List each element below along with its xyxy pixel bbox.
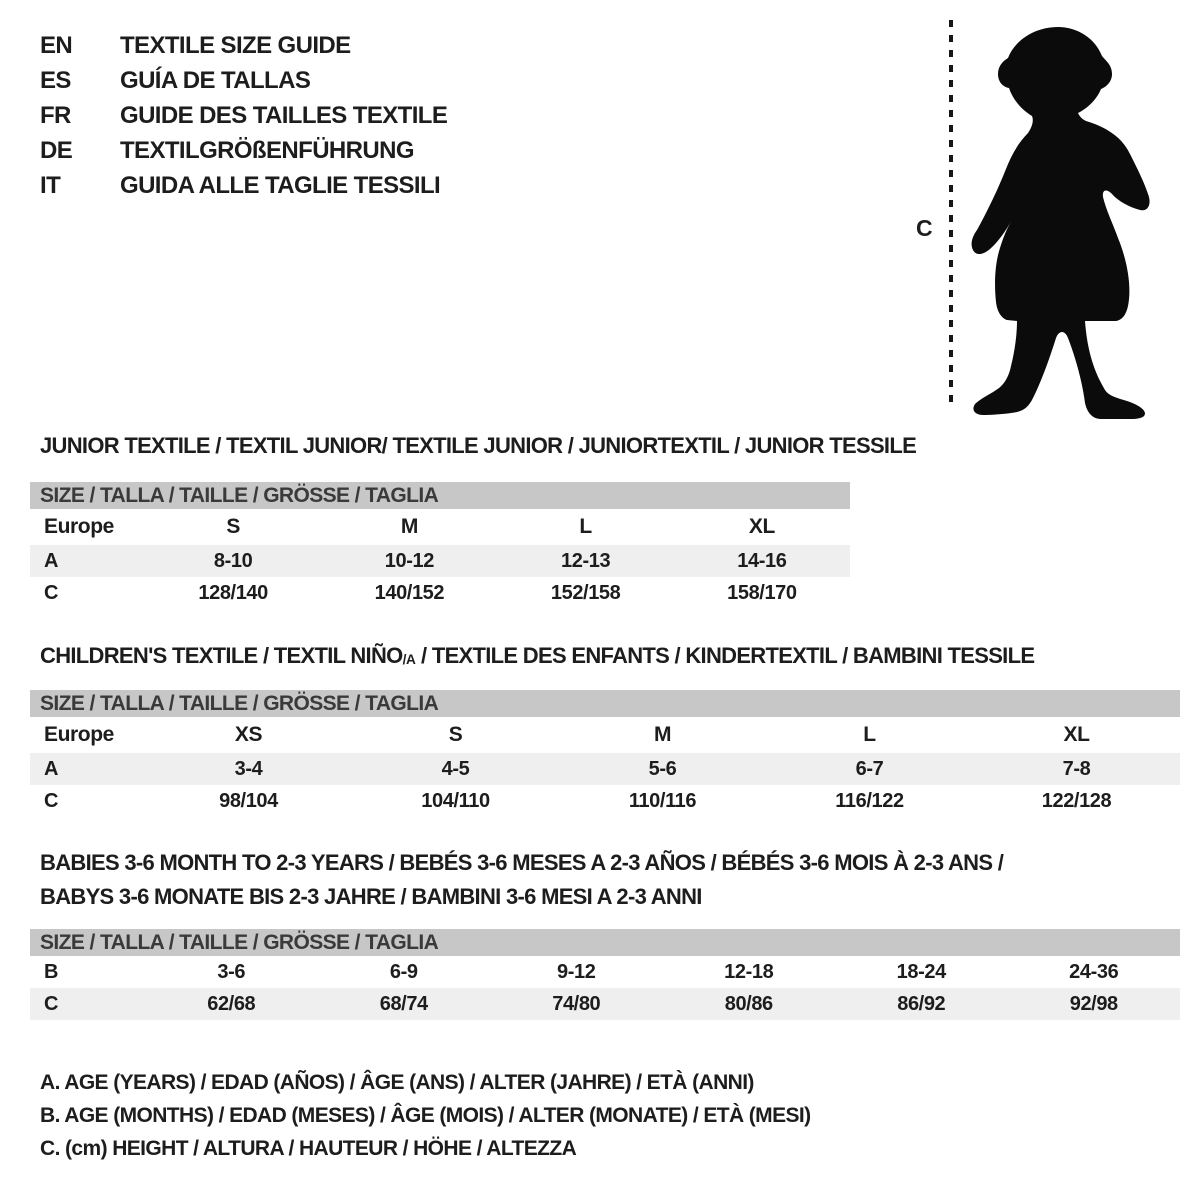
children-size-xs: XS bbox=[234, 723, 263, 746]
babies-height-value: 92/98 bbox=[1069, 993, 1118, 1015]
junior-size-xl: XL bbox=[748, 515, 775, 538]
junior-size-s: S bbox=[226, 515, 240, 538]
babies-section-title-line1: BABIES 3-6 MONTH TO 2-3 YEARS / BEBÉS 3-… bbox=[40, 850, 1004, 875]
babies-age-value: 9-12 bbox=[557, 961, 596, 983]
children-height-value: 122/128 bbox=[1041, 790, 1112, 812]
children-region-label: Europe bbox=[44, 723, 114, 746]
children-size-s: S bbox=[448, 723, 463, 746]
junior-height-value: 152/158 bbox=[550, 582, 621, 604]
babies-height-row: C 62/68 68/74 74/80 80/86 86/92 92/98 bbox=[30, 988, 1180, 1020]
junior-age-row: A 8-10 10-12 12-13 14-16 bbox=[30, 545, 850, 577]
lang-label-es: GUÍA DE TALLAS bbox=[120, 67, 311, 94]
babies-age-row-label: B bbox=[44, 961, 59, 983]
babies-height-value: 86/92 bbox=[897, 993, 946, 1015]
junior-size-m: M bbox=[400, 515, 418, 538]
babies-height-row-label: C bbox=[44, 993, 59, 1015]
babies-age-value: 12-18 bbox=[724, 961, 774, 983]
babies-height-value: 62/68 bbox=[207, 993, 256, 1015]
lang-code-en: EN bbox=[40, 32, 73, 59]
babies-size-header-bar: SIZE / TALLA / TAILLE / GRÖSSE / TAGLIA bbox=[30, 929, 1180, 956]
babies-age-value: 6-9 bbox=[389, 961, 418, 983]
children-size-row: Europe XS S M L XL bbox=[30, 717, 1180, 753]
children-age-value: 4-5 bbox=[441, 758, 470, 780]
children-age-value: 6-7 bbox=[855, 758, 884, 780]
junior-size-header-bar: SIZE / TALLA / TAILLE / GRÖSSE / TAGLIA bbox=[30, 482, 850, 509]
junior-age-row-label: A bbox=[44, 550, 59, 572]
children-height-row-label: C bbox=[44, 790, 59, 812]
junior-age-value: 8-10 bbox=[213, 550, 253, 572]
babies-age-value: 24-36 bbox=[1069, 961, 1119, 983]
junior-size-table: SIZE / TALLA / TAILLE / GRÖSSE / TAGLIA … bbox=[30, 482, 850, 609]
legend-line-b: B. AGE (MONTHS) / EDAD (MESES) / ÂGE (MO… bbox=[40, 1104, 811, 1127]
babies-size-table: SIZE / TALLA / TAILLE / GRÖSSE / TAGLIA … bbox=[30, 929, 1180, 1020]
lang-code-fr: FR bbox=[40, 102, 71, 129]
children-age-row-label: A bbox=[44, 758, 59, 780]
babies-age-value: 3-6 bbox=[217, 961, 246, 983]
babies-age-row: B 3-6 6-9 9-12 12-18 18-24 24-36 bbox=[30, 956, 1180, 988]
children-size-table: SIZE / TALLA / TAILLE / GRÖSSE / TAGLIA … bbox=[30, 690, 1180, 817]
junior-height-row: C 128/140 140/152 152/158 158/170 bbox=[30, 577, 850, 609]
children-section-title: CHILDREN'S TEXTILE / TEXTIL NIÑO/A / TEX… bbox=[40, 643, 1035, 669]
measure-legend: A. AGE (YEARS) / EDAD (AÑOS) / ÂGE (ANS)… bbox=[40, 1066, 811, 1165]
children-title-suffix: / TEXTILE DES ENFANTS / KINDERTEXTIL / B… bbox=[415, 643, 1035, 668]
children-size-l: L bbox=[863, 723, 876, 746]
children-age-value: 7-8 bbox=[1062, 758, 1091, 780]
lang-label-de: TEXTILGRÖßENFÜHRUNG bbox=[120, 137, 415, 164]
legend-line-c: C. (cm) HEIGHT / ALTURA / HAUTEUR / HÖHE… bbox=[40, 1137, 577, 1160]
lang-code-it: IT bbox=[40, 172, 61, 199]
children-size-m: M bbox=[653, 723, 672, 746]
children-age-value: 5-6 bbox=[648, 758, 677, 780]
children-age-value: 3-4 bbox=[234, 758, 263, 780]
junior-size-l: L bbox=[579, 515, 592, 538]
babies-height-value: 74/80 bbox=[552, 993, 601, 1015]
junior-section-title: JUNIOR TEXTILE / TEXTIL JUNIOR/ TEXTILE … bbox=[40, 433, 917, 458]
junior-height-value: 128/140 bbox=[198, 582, 268, 604]
babies-section-title-line2: BABYS 3-6 MONATE BIS 2-3 JAHRE / BAMBINI… bbox=[40, 884, 702, 909]
children-height-value: 110/116 bbox=[628, 790, 697, 812]
lang-label-fr: GUIDE DES TAILLES TEXTILE bbox=[120, 102, 448, 129]
children-height-value: 104/110 bbox=[421, 790, 490, 812]
children-height-value: 98/104 bbox=[219, 790, 278, 812]
lang-label-it: GUIDA ALLE TAGLIE TESSILI bbox=[120, 172, 441, 199]
junior-size-row: Europe S M L XL bbox=[30, 509, 850, 545]
junior-age-value: 10-12 bbox=[384, 550, 435, 572]
toddler-silhouette-icon bbox=[949, 20, 1150, 419]
language-header: EN TEXTILE SIZE GUIDE ES GUÍA DE TALLAS … bbox=[40, 28, 448, 203]
babies-height-value: 80/86 bbox=[724, 993, 773, 1015]
babies-age-value: 18-24 bbox=[896, 961, 947, 983]
children-age-row: A 3-4 4-5 5-6 6-7 7-8 bbox=[30, 753, 1180, 785]
junior-height-value: 140/152 bbox=[374, 582, 445, 604]
lang-label-en: TEXTILE SIZE GUIDE bbox=[120, 32, 351, 59]
junior-height-value: 158/170 bbox=[727, 582, 797, 604]
junior-height-row-label: C bbox=[44, 582, 59, 604]
junior-age-value: 12-13 bbox=[561, 550, 611, 572]
legend-line-a: A. AGE (YEARS) / EDAD (AÑOS) / ÂGE (ANS)… bbox=[40, 1071, 754, 1094]
lang-code-de: DE bbox=[40, 137, 73, 164]
children-title-sub: /A bbox=[402, 652, 416, 668]
junior-region-label: Europe bbox=[44, 515, 114, 538]
children-height-value: 116/122 bbox=[835, 790, 904, 812]
lang-code-es: ES bbox=[40, 67, 71, 94]
children-title-prefix: CHILDREN'S TEXTILE / TEXTIL NIÑO bbox=[40, 643, 403, 668]
toddler-silhouette-shape bbox=[971, 27, 1150, 419]
children-size-xl: XL bbox=[1063, 723, 1090, 746]
children-height-row: C 98/104 104/110 110/116 116/122 122/128 bbox=[30, 785, 1180, 817]
children-size-header-bar: SIZE / TALLA / TAILLE / GRÖSSE / TAGLIA bbox=[30, 690, 1180, 717]
junior-age-value: 14-16 bbox=[737, 550, 787, 572]
height-measure-label: C bbox=[916, 215, 933, 241]
babies-height-value: 68/74 bbox=[379, 993, 428, 1015]
